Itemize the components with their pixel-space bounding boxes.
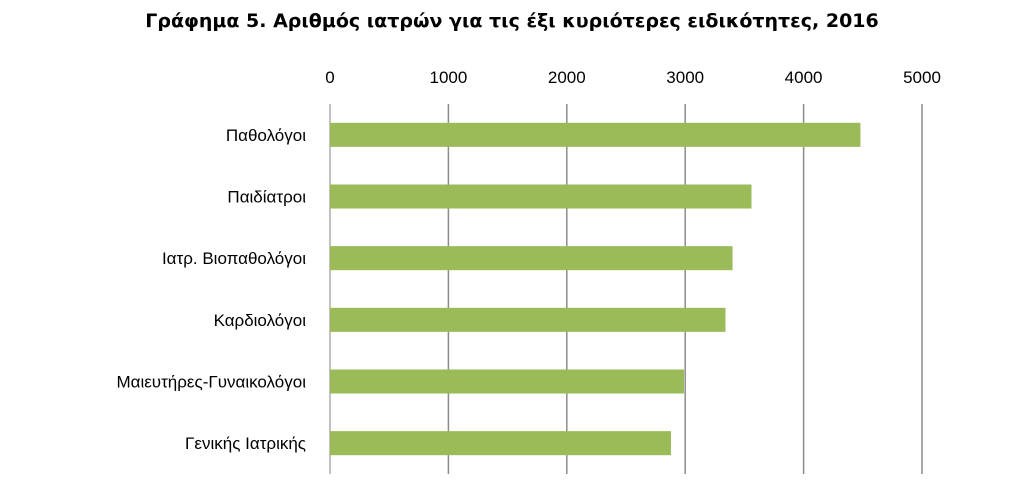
x-tick-label: 2000 <box>548 68 586 87</box>
x-tick-label: 3000 <box>666 68 704 87</box>
x-tick-label: 4000 <box>785 68 823 87</box>
bar <box>330 246 733 271</box>
bar <box>330 307 726 332</box>
x-tick-label: 0 <box>325 68 334 87</box>
bar <box>330 369 685 394</box>
category-label: Παιδίατροι <box>227 188 306 207</box>
category-label: Ιατρ. Βιοπαθολόγοι <box>162 249 306 268</box>
category-label: Μαιευτήρες-Γυναικολόγοι <box>116 373 306 392</box>
bar <box>330 122 861 147</box>
category-label: Καρδιολόγοι <box>214 311 307 330</box>
category-label: Παθολόγοι <box>226 126 306 145</box>
category-label: Γενικής Ιατρικής <box>185 434 306 453</box>
x-tick-label: 1000 <box>429 68 467 87</box>
x-tick-label: 5000 <box>903 68 941 87</box>
chart-title: Γράφημα 5. Αριθμός ιατρών για τις έξι κυ… <box>145 10 879 32</box>
bar <box>330 431 671 456</box>
bar <box>330 184 752 209</box>
